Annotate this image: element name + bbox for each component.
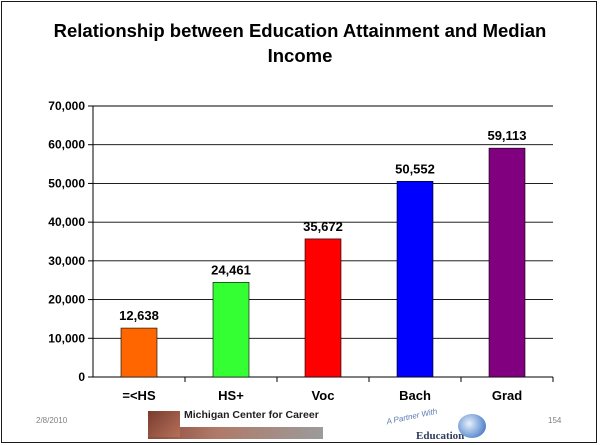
logo-band bbox=[148, 427, 323, 439]
data-label: 35,672 bbox=[303, 219, 343, 234]
category-label: =<HS bbox=[122, 388, 156, 403]
partner-text: A Partner With bbox=[385, 406, 439, 427]
category-label: HS+ bbox=[218, 388, 244, 403]
michigan-center-logo: Michigan Center for Career bbox=[148, 409, 323, 439]
bar bbox=[120, 327, 158, 378]
globe-icon bbox=[458, 414, 486, 438]
footer-date: 2/8/2010 bbox=[36, 416, 68, 425]
bar bbox=[212, 282, 250, 378]
labels: 0 10,000 20,000 30,000 40,000 50,000 60,000 70,… bbox=[48, 99, 526, 403]
y-tick-label: 50,000 bbox=[48, 176, 85, 190]
data-label: 59,113 bbox=[487, 128, 526, 143]
data-label: 50,552 bbox=[395, 161, 435, 176]
y-tick-label: 10,000 bbox=[48, 331, 85, 345]
category-label: Voc bbox=[312, 388, 335, 403]
logo-text: Michigan Center for Career bbox=[184, 409, 319, 421]
y-tick-label: 20,000 bbox=[48, 293, 85, 307]
bar bbox=[488, 147, 526, 378]
bar bbox=[396, 180, 434, 378]
category-label: Grad bbox=[492, 388, 522, 403]
logo-mark bbox=[148, 411, 180, 437]
data-label: 12,638 bbox=[119, 308, 159, 323]
y-tick-label: 40,000 bbox=[48, 215, 85, 229]
y-tick-label: 60,000 bbox=[48, 138, 85, 152]
y-tick-label: 0 bbox=[78, 370, 85, 384]
chart-title: Relationship between Education Attainmen… bbox=[53, 20, 547, 66]
page-number: 154 bbox=[548, 416, 562, 425]
education-partner-logo: A Partner With Education bbox=[385, 406, 496, 442]
y-tick-label: 70,000 bbox=[48, 99, 85, 113]
education-text: Education bbox=[416, 430, 465, 442]
data-label: 24,461 bbox=[211, 262, 251, 277]
category-label: Bach bbox=[399, 388, 431, 403]
bars bbox=[120, 147, 526, 378]
bar bbox=[304, 238, 342, 378]
y-tick-label: 30,000 bbox=[48, 254, 85, 268]
